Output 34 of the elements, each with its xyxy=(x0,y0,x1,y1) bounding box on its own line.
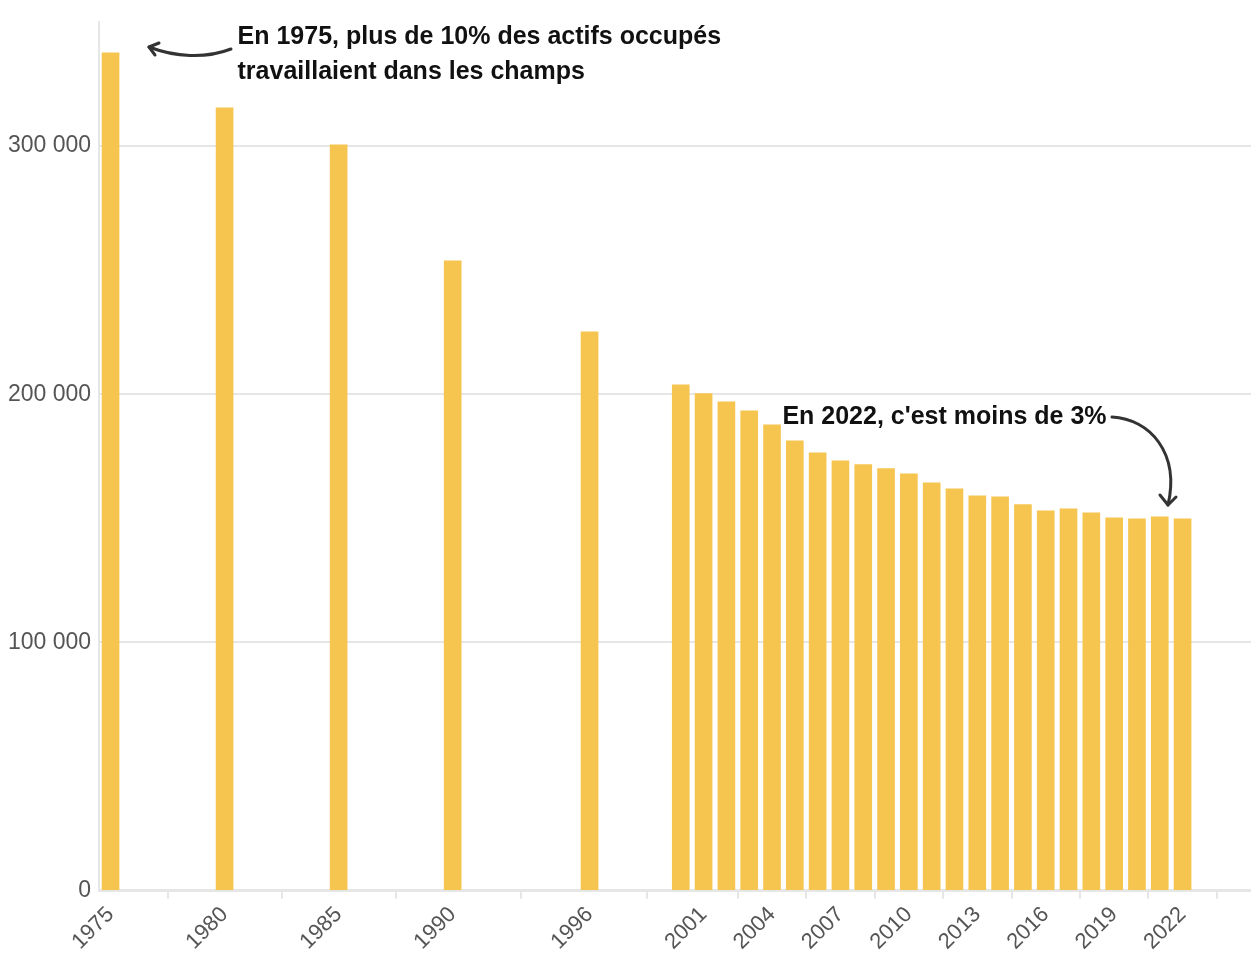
bar xyxy=(215,107,234,891)
bar xyxy=(717,401,736,891)
bar xyxy=(922,482,941,891)
bar xyxy=(900,473,918,891)
annotation: En 2022, c'est moins de 3% xyxy=(782,400,1107,429)
bar xyxy=(1105,517,1123,891)
bar xyxy=(740,410,759,891)
bar xyxy=(945,488,964,891)
bar xyxy=(1059,508,1078,891)
bar xyxy=(808,452,827,891)
bar xyxy=(877,468,895,891)
bar xyxy=(443,260,462,891)
bar xyxy=(968,495,987,891)
y-tick-label: 300 000 xyxy=(8,131,92,158)
bar xyxy=(1173,518,1192,891)
y-tick-label: 100 000 xyxy=(8,627,92,654)
bar xyxy=(329,144,348,891)
bar xyxy=(763,424,781,891)
y-tick-label: 200 000 xyxy=(8,379,92,406)
bar xyxy=(831,460,850,891)
bar xyxy=(1128,518,1146,891)
bar xyxy=(1014,504,1032,891)
bar xyxy=(991,496,1009,891)
bar xyxy=(785,440,804,891)
bar xyxy=(1036,510,1055,891)
bar xyxy=(101,52,120,891)
annotation: En 1975, plus de 10% des actifs occupés travaillaient dans les champs xyxy=(237,20,722,84)
bar xyxy=(1082,512,1101,891)
y-tick-label: 0 xyxy=(78,876,92,903)
bar xyxy=(854,464,873,891)
bar xyxy=(1150,516,1169,891)
bar xyxy=(671,384,690,891)
bar xyxy=(580,331,599,891)
bar xyxy=(694,393,713,891)
